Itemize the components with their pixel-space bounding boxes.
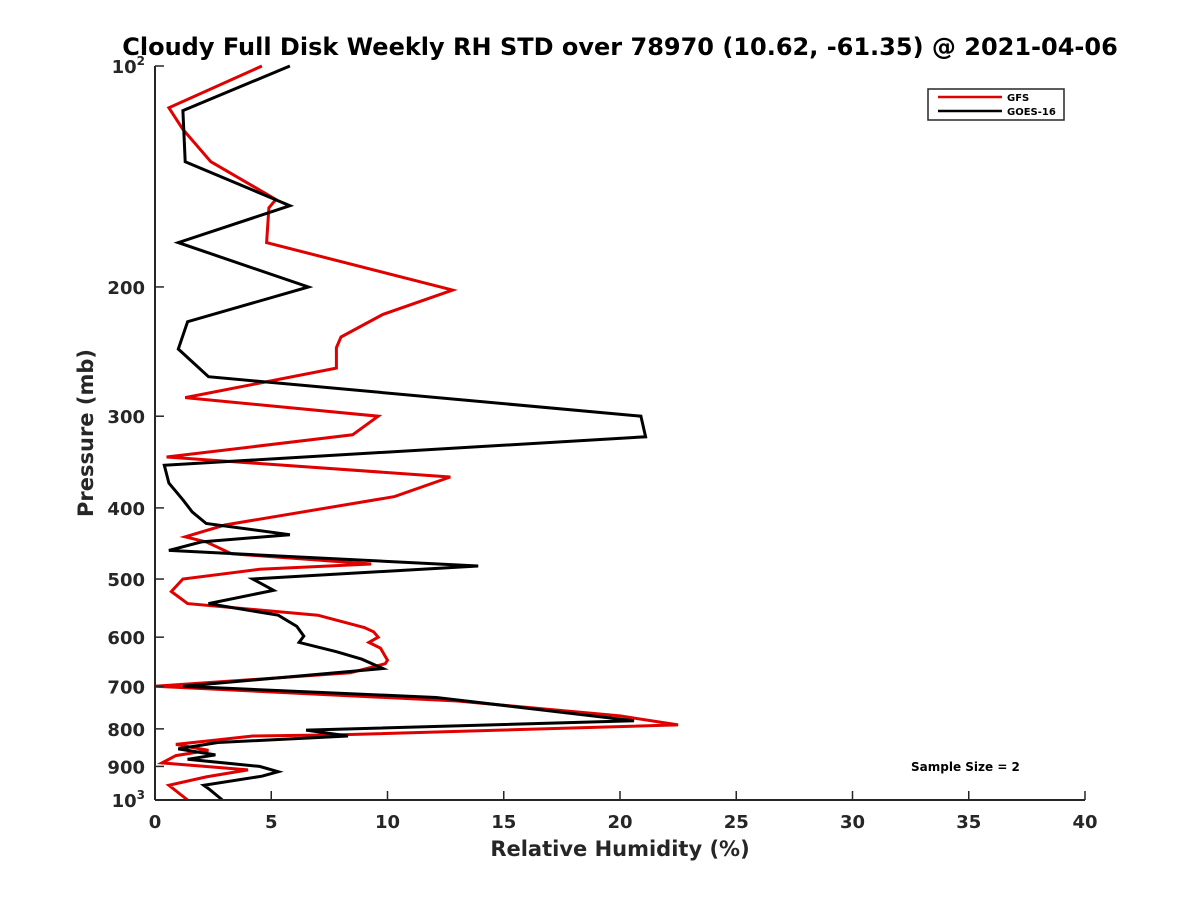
- x-ticks: 0 5 10 15 20 25 30 35 40: [149, 791, 1098, 833]
- y-tick-label: 700: [107, 677, 145, 698]
- y-tick-label: 200: [107, 278, 145, 299]
- series-layer: [154, 64, 679, 802]
- x-tick-label: 10: [375, 812, 400, 833]
- x-tick-label: 35: [956, 812, 981, 833]
- y-tick-label-power: 102: [112, 54, 145, 78]
- legend: GFS GOES-16: [927, 88, 1065, 121]
- x-tick-label: 40: [1072, 812, 1097, 833]
- y-tick-label: 300: [107, 407, 145, 428]
- y-tick-label: 800: [107, 720, 145, 741]
- chart-title: Cloudy Full Disk Weekly RH STD over 7897…: [122, 33, 1118, 61]
- y-axis-label: Pressure (mb): [74, 349, 98, 517]
- series-line-goes16: [162, 64, 648, 802]
- legend-label-goes16: GOES-16: [1007, 107, 1056, 118]
- sample-size-annotation: Sample Size = 2: [911, 760, 1020, 774]
- series-line-gfs: [154, 64, 679, 802]
- y-tick-label: 600: [107, 628, 145, 649]
- y-tick-label: 500: [107, 570, 145, 591]
- legend-label-gfs: GFS: [1007, 93, 1029, 104]
- x-axis-label: Relative Humidity (%): [490, 837, 749, 861]
- x-tick-label: 30: [840, 812, 865, 833]
- y-tick-label-power: 103: [112, 788, 145, 812]
- y-ticks: 200 300 400 500 600 700 800 900 102 103: [107, 54, 164, 812]
- legend-box: [927, 88, 1065, 121]
- x-tick-label: 15: [491, 812, 516, 833]
- x-tick-label: 0: [149, 812, 162, 833]
- y-tick-label: 400: [107, 499, 145, 520]
- x-tick-label: 20: [607, 812, 632, 833]
- y-tick-label: 900: [107, 757, 145, 778]
- x-tick-label: 25: [724, 812, 749, 833]
- x-tick-label: 5: [265, 812, 278, 833]
